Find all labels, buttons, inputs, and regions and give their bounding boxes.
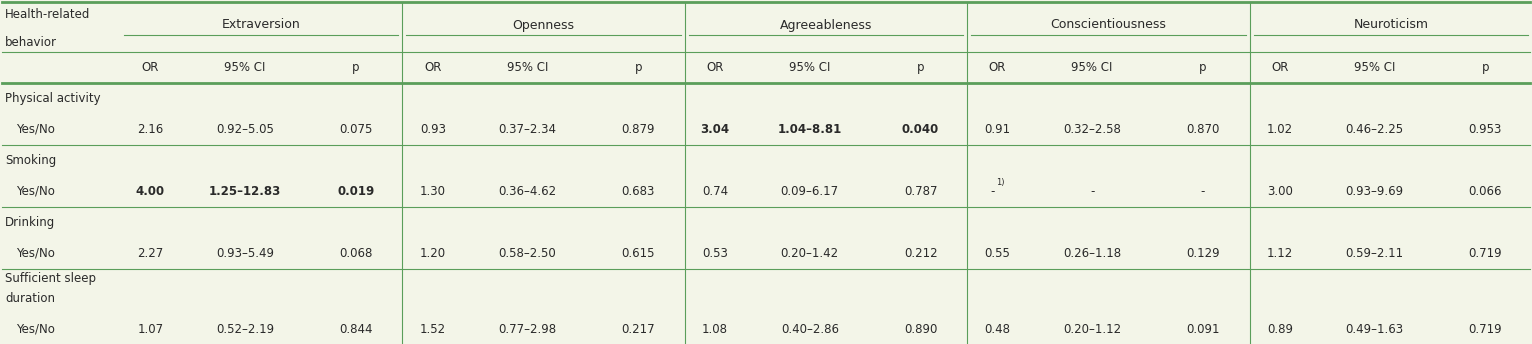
Text: 0.89: 0.89: [1267, 323, 1293, 336]
Text: 0.93–9.69: 0.93–9.69: [1345, 185, 1403, 198]
Text: 95% CI: 95% CI: [1354, 61, 1396, 74]
Text: 0.040: 0.040: [902, 123, 939, 136]
Text: Extraversion: Extraversion: [222, 19, 300, 32]
Text: 1.07: 1.07: [138, 323, 164, 336]
Text: 0.46–2.25: 0.46–2.25: [1345, 123, 1403, 136]
Text: 0.019: 0.019: [337, 185, 374, 198]
Text: 0.719: 0.719: [1469, 247, 1503, 260]
Text: 95% CI: 95% CI: [1071, 61, 1112, 74]
Text: -: -: [990, 185, 994, 198]
Text: Yes/No: Yes/No: [15, 185, 55, 198]
Text: 2.27: 2.27: [138, 247, 164, 260]
Text: p: p: [352, 61, 360, 74]
Text: 0.066: 0.066: [1469, 185, 1503, 198]
Text: 95% CI: 95% CI: [789, 61, 830, 74]
Text: OR: OR: [424, 61, 441, 74]
Text: 0.53: 0.53: [702, 247, 728, 260]
Text: behavior: behavior: [5, 36, 57, 49]
Text: Yes/No: Yes/No: [15, 123, 55, 136]
Text: 95% CI: 95% CI: [507, 61, 548, 74]
Text: 1.20: 1.20: [420, 247, 446, 260]
Text: 0.091: 0.091: [1186, 323, 1219, 336]
Text: 0.212: 0.212: [904, 247, 938, 260]
Text: Physical activity: Physical activity: [5, 92, 101, 105]
Text: 0.93–5.49: 0.93–5.49: [216, 247, 274, 260]
Text: 0.844: 0.844: [339, 323, 372, 336]
Text: OR: OR: [706, 61, 723, 74]
Text: 4.00: 4.00: [136, 185, 165, 198]
Text: 2.16: 2.16: [138, 123, 164, 136]
Text: 0.92–5.05: 0.92–5.05: [216, 123, 274, 136]
Text: 0.615: 0.615: [622, 247, 656, 260]
Text: 0.58–2.50: 0.58–2.50: [498, 247, 556, 260]
Text: 0.879: 0.879: [622, 123, 656, 136]
Text: 0.52–2.19: 0.52–2.19: [216, 323, 274, 336]
Text: -: -: [1089, 185, 1094, 198]
Text: 0.77–2.98: 0.77–2.98: [498, 323, 556, 336]
Text: 0.20–1.12: 0.20–1.12: [1063, 323, 1121, 336]
Text: 1.25–12.83: 1.25–12.83: [208, 185, 280, 198]
Text: 1.08: 1.08: [702, 323, 728, 336]
Text: 0.870: 0.870: [1186, 123, 1219, 136]
Text: 1.04–8.81: 1.04–8.81: [778, 123, 843, 136]
Text: -: -: [1201, 185, 1206, 198]
Text: 0.068: 0.068: [339, 247, 372, 260]
Text: 95% CI: 95% CI: [224, 61, 265, 74]
Text: 0.59–2.11: 0.59–2.11: [1345, 247, 1403, 260]
Text: OR: OR: [1272, 61, 1288, 74]
Text: Neuroticism: Neuroticism: [1353, 19, 1428, 32]
Text: 0.953: 0.953: [1469, 123, 1501, 136]
Text: Conscientiousness: Conscientiousness: [1051, 19, 1166, 32]
Text: p: p: [1200, 61, 1207, 74]
Text: p: p: [916, 61, 924, 74]
Text: p: p: [634, 61, 642, 74]
Text: OR: OR: [988, 61, 1007, 74]
Text: Health-related: Health-related: [5, 8, 90, 21]
Text: 0.93: 0.93: [420, 123, 446, 136]
Text: 0.91: 0.91: [985, 123, 1011, 136]
Text: p: p: [1481, 61, 1489, 74]
Text: 0.20–1.42: 0.20–1.42: [781, 247, 840, 260]
Text: 0.74: 0.74: [702, 185, 728, 198]
Text: 1.52: 1.52: [420, 323, 446, 336]
Text: 0.075: 0.075: [339, 123, 372, 136]
Text: 0.09–6.17: 0.09–6.17: [781, 185, 840, 198]
Text: duration: duration: [5, 292, 55, 305]
Text: 0.787: 0.787: [904, 185, 938, 198]
Text: 0.37–2.34: 0.37–2.34: [498, 123, 556, 136]
Text: 0.683: 0.683: [622, 185, 654, 198]
Text: 0.217: 0.217: [622, 323, 656, 336]
Text: 0.40–2.86: 0.40–2.86: [781, 323, 838, 336]
Text: 3.00: 3.00: [1267, 185, 1293, 198]
Text: 1.12: 1.12: [1267, 247, 1293, 260]
Text: Drinking: Drinking: [5, 216, 55, 229]
Text: 0.48: 0.48: [985, 323, 1011, 336]
Text: 1): 1): [996, 178, 1005, 186]
Text: 0.26–1.18: 0.26–1.18: [1063, 247, 1121, 260]
Text: 0.129: 0.129: [1186, 247, 1219, 260]
Text: OR: OR: [141, 61, 159, 74]
Text: Yes/No: Yes/No: [15, 323, 55, 336]
Text: Sufficient sleep: Sufficient sleep: [5, 272, 97, 285]
Text: Agreeableness: Agreeableness: [780, 19, 872, 32]
Text: Yes/No: Yes/No: [15, 247, 55, 260]
Text: 0.55: 0.55: [985, 247, 1011, 260]
Text: Openness: Openness: [513, 19, 574, 32]
Text: Smoking: Smoking: [5, 154, 57, 167]
Text: 1.30: 1.30: [420, 185, 446, 198]
Text: 0.36–4.62: 0.36–4.62: [498, 185, 556, 198]
Text: 3.04: 3.04: [700, 123, 729, 136]
Text: 0.49–1.63: 0.49–1.63: [1345, 323, 1403, 336]
Text: 0.32–2.58: 0.32–2.58: [1063, 123, 1121, 136]
Text: 1.02: 1.02: [1267, 123, 1293, 136]
Text: 0.890: 0.890: [904, 323, 938, 336]
Text: 0.719: 0.719: [1469, 323, 1503, 336]
